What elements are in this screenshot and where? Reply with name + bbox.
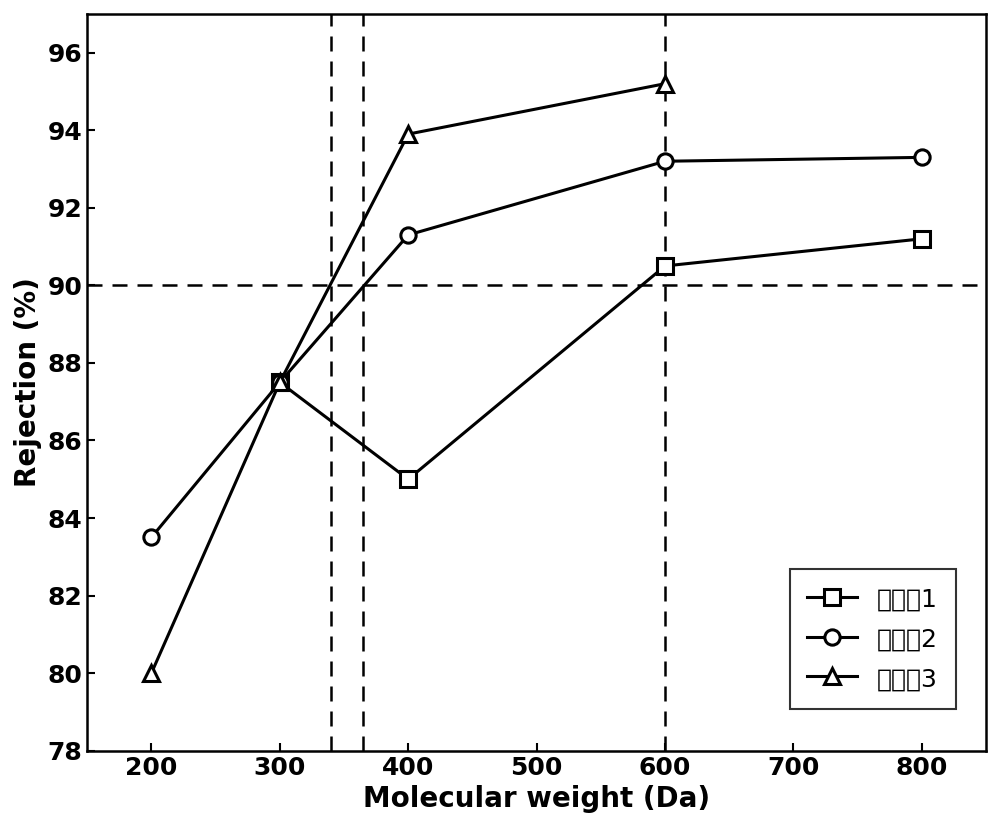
实施入3 bbox=[145, 668, 157, 678]
实施入2 bbox=[659, 156, 671, 166]
实施入1 bbox=[916, 234, 928, 244]
实施入1 bbox=[402, 474, 414, 484]
实施入3 bbox=[402, 129, 414, 139]
实施入3 bbox=[659, 79, 671, 88]
实施入3 bbox=[274, 377, 286, 387]
Line: 实施入1: 实施入1 bbox=[272, 232, 930, 487]
Y-axis label: Rejection (%): Rejection (%) bbox=[14, 277, 42, 487]
实施入1 bbox=[274, 377, 286, 387]
Line: 实施入2: 实施入2 bbox=[144, 150, 930, 545]
实施入2 bbox=[145, 533, 157, 543]
实施入2 bbox=[274, 377, 286, 387]
实施入1 bbox=[659, 261, 671, 271]
实施入2 bbox=[916, 152, 928, 162]
实施入2 bbox=[402, 230, 414, 240]
Line: 实施入3: 实施入3 bbox=[144, 76, 673, 681]
X-axis label: Molecular weight (Da): Molecular weight (Da) bbox=[363, 785, 710, 813]
Legend: 实施入1, 实施入2, 实施入3: 实施入1, 实施入2, 实施入3 bbox=[790, 570, 956, 709]
